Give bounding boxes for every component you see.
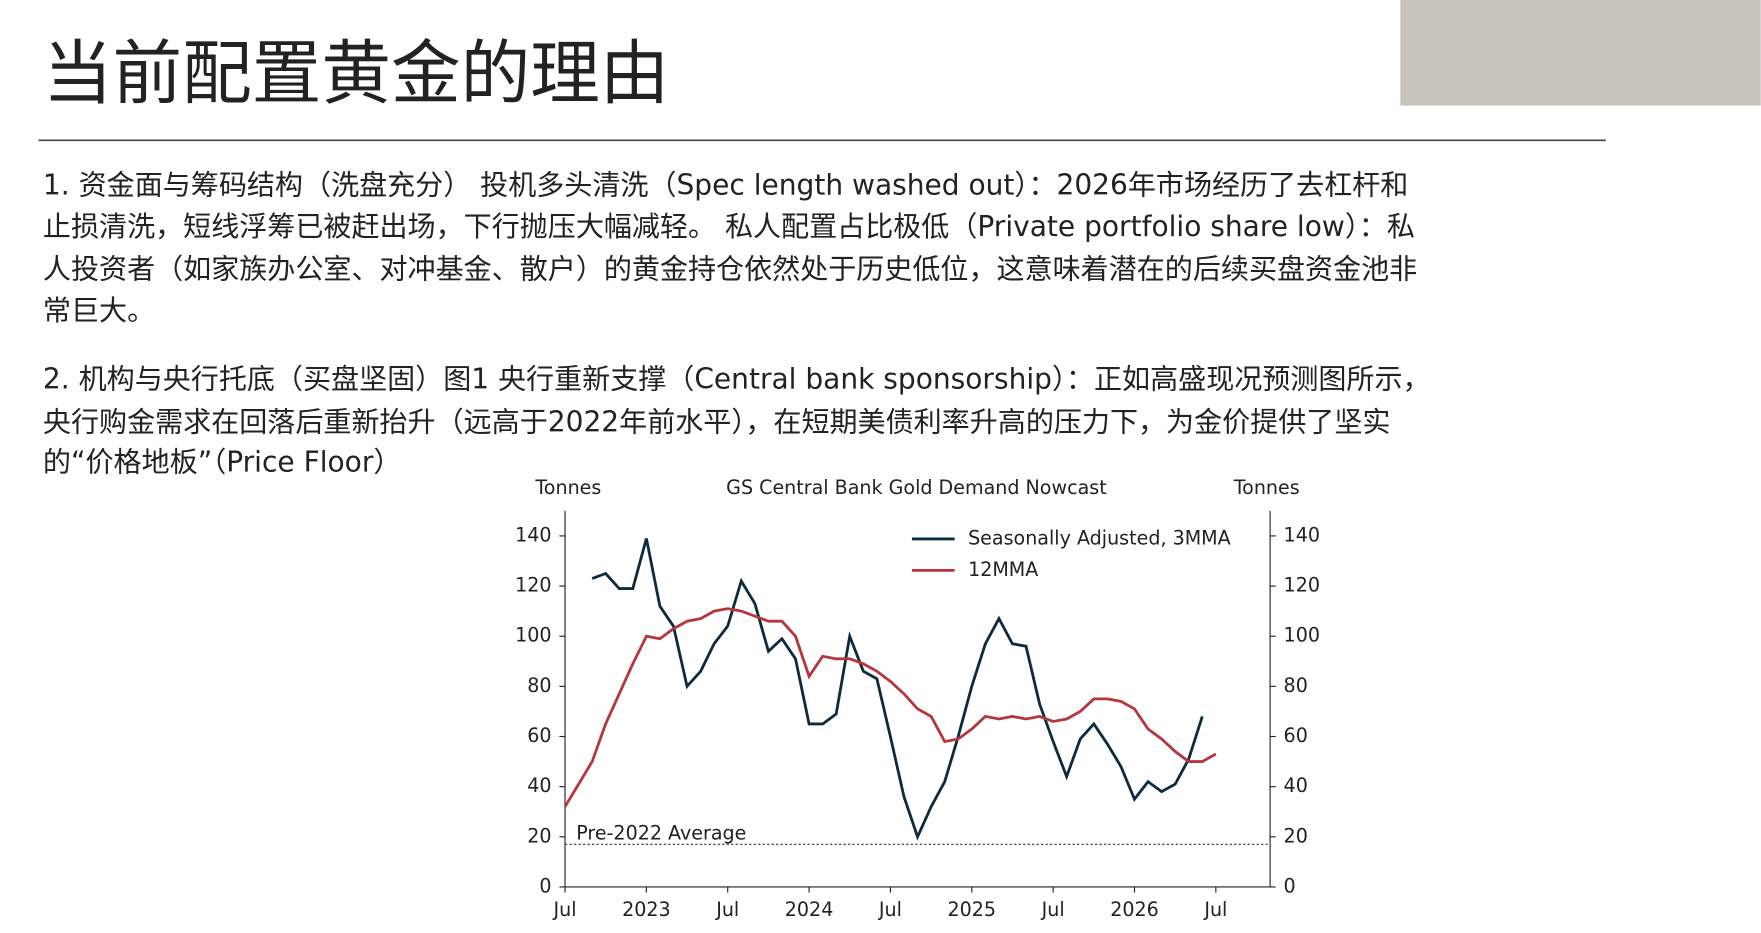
x-tick-label: 2026	[1110, 899, 1159, 921]
paragraph-line: 人投资者（如家族办公室、对冲基金、散户）的黄金持仓依然处于历史低位，这意味着潜在…	[43, 253, 1417, 286]
reference-label: Pre-2022 Average	[576, 823, 746, 845]
y-tick-label: 120	[515, 575, 551, 597]
y-tick-label: 60	[527, 725, 551, 747]
series-line	[563, 607, 1217, 808]
paragraph-line: 央行购金需求在回落后重新抬升（远高于2022年前水平），在短期美债利率升高的压力…	[43, 405, 1391, 438]
paragraph-line: 的“价格地板”（Price Floor）	[43, 446, 401, 479]
paragraph-line: 常巨大。	[43, 294, 155, 327]
y2-tick-label: 140	[1284, 524, 1320, 546]
x-tick-label: Jul	[878, 899, 902, 921]
y2-tick-label: 20	[1284, 825, 1308, 847]
y2-tick-label: 60	[1284, 725, 1308, 747]
x-tick-label: 2023	[622, 899, 671, 921]
x-tick-label: Jul	[1203, 899, 1227, 921]
x-tick-label: 2024	[785, 899, 834, 921]
y2-tick-label: 100	[1284, 625, 1320, 647]
y-tick-label: 20	[527, 825, 551, 847]
series-line	[591, 538, 1204, 841]
y2-tick-label: 80	[1284, 675, 1308, 697]
legend-label: 12MMA	[968, 559, 1038, 581]
y-tick-label: 140	[515, 524, 551, 546]
x-tick-label: Jul	[1041, 899, 1065, 921]
y2-tick-label: 120	[1284, 575, 1320, 597]
y-tick-label: 100	[515, 625, 551, 647]
paragraph-line: 2. 机构与央行托底（买盘坚固）图1 央行重新支撑（Central bank s…	[43, 363, 1431, 396]
y2-tick-label: 40	[1284, 775, 1308, 797]
slide-title: 当前配置黄金的理由	[43, 34, 669, 115]
legend-label: Seasonally Adjusted, 3MMA	[968, 527, 1231, 549]
x-tick-label: Jul	[552, 899, 576, 921]
chart-title: GS Central Bank Gold Demand Nowcast	[726, 477, 1107, 499]
paragraph-line: 止损清洗，短线浮筹已被赶出场，下行抛压大幅减轻。 私人配置占比极低（Privat…	[43, 210, 1415, 243]
y-tick-label: 40	[527, 775, 551, 797]
y-tick-label: 80	[527, 675, 551, 697]
webcam-thumbnail	[1400, 0, 1761, 106]
y2-axis-label: Tonnes	[1233, 477, 1300, 499]
x-tick-label: 2025	[948, 899, 997, 921]
y-tick-label: 0	[539, 875, 551, 897]
y-axis-label: Tonnes	[534, 477, 601, 499]
y2-tick-label: 0	[1284, 875, 1296, 897]
paragraph-line: 1. 资金面与筹码结构（洗盘充分） 投机多头清洗（Spec length was…	[43, 168, 1408, 201]
x-tick-label: Jul	[715, 899, 739, 921]
